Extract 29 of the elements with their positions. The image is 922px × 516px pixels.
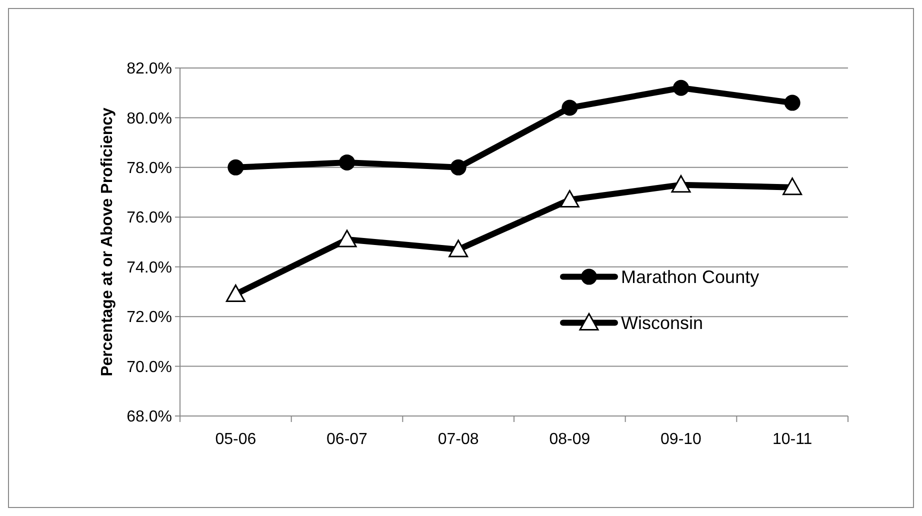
point — [784, 94, 800, 111]
point — [562, 100, 578, 116]
point — [448, 240, 468, 258]
y-tick-label: 82.0% — [126, 60, 172, 78]
point — [560, 190, 580, 208]
y-tick-label: 68.0% — [126, 408, 172, 426]
point — [337, 230, 357, 248]
x-tick-label: 06-07 — [326, 431, 368, 448]
y-tick-label: 72.0% — [126, 309, 172, 326]
x-tick-label: 05-06 — [215, 431, 256, 448]
point — [450, 159, 466, 176]
point — [339, 154, 355, 170]
point — [673, 80, 689, 96]
y-tick-label: 70.0% — [126, 358, 172, 376]
x-tick-label: 10-11 — [772, 431, 812, 448]
y-tick-label: 80.0% — [126, 110, 172, 128]
point — [671, 175, 691, 193]
x-tick-label: 09-10 — [660, 431, 702, 448]
point — [228, 159, 244, 176]
y-tick-label: 74.0% — [126, 259, 172, 276]
point — [226, 284, 246, 302]
y-tick-label: 76.0% — [126, 210, 172, 227]
y-tick-label: 78.0% — [126, 160, 172, 178]
legend-label: Wisconsin — [621, 313, 704, 334]
y-axis-title: Percentage at or Above Proficiency — [99, 107, 116, 376]
x-tick-label: 07-08 — [438, 431, 479, 448]
point — [782, 178, 802, 196]
legend-label: Marathon County — [621, 267, 760, 288]
x-tick-label: 08-09 — [549, 431, 590, 448]
